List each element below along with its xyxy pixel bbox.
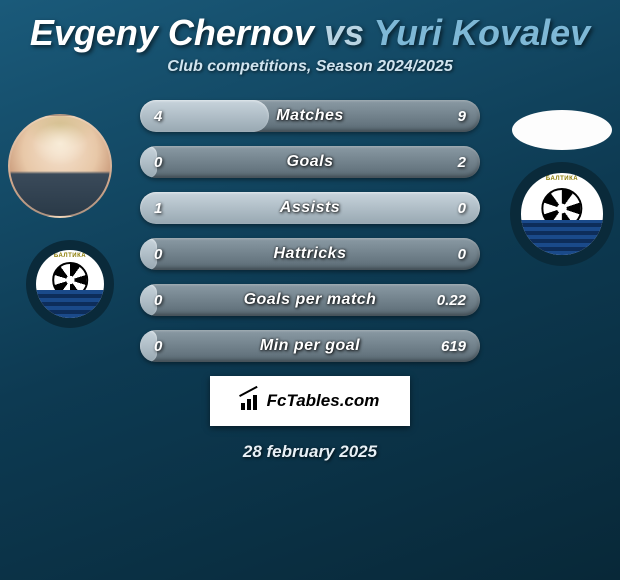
club-badge-text: БАЛТИКА bbox=[36, 253, 105, 259]
player1-photo bbox=[8, 114, 112, 218]
club-badge-text: БАЛТИКА bbox=[521, 176, 602, 182]
player1-name: Evgeny Chernov bbox=[30, 12, 314, 53]
subtitle: Club competitions, Season 2024/2025 bbox=[0, 58, 620, 76]
stat-bar: 00.22Goals per match bbox=[140, 284, 480, 316]
stat-bar: 10Assists bbox=[140, 192, 480, 224]
stat-label: Goals per match bbox=[140, 284, 480, 316]
stat-bar: 0619Min per goal bbox=[140, 330, 480, 362]
comparison-title: Evgeny Chernov vs Yuri Kovalev bbox=[0, 0, 620, 58]
stat-label: Min per goal bbox=[140, 330, 480, 362]
stat-label: Goals bbox=[140, 146, 480, 178]
stat-bar: 02Goals bbox=[140, 146, 480, 178]
stat-label: Matches bbox=[140, 100, 480, 132]
stat-bar: 49Matches bbox=[140, 100, 480, 132]
brand-text: FcTables.com bbox=[267, 391, 380, 411]
stat-bar: 00Hattricks bbox=[140, 238, 480, 270]
player2-name: Yuri Kovalev bbox=[373, 12, 590, 53]
club-badge-icon: БАЛТИКА bbox=[521, 173, 602, 254]
brand-panel: FcTables.com bbox=[210, 376, 410, 426]
vs-text: vs bbox=[324, 12, 364, 53]
player2-photo-placeholder bbox=[512, 110, 612, 150]
player2-club-badge: БАЛТИКА bbox=[510, 162, 614, 266]
content-area: БАЛТИКА БАЛТИКА 49Matches 02Goals 10Assist… bbox=[0, 100, 620, 462]
chart-icon bbox=[241, 392, 263, 410]
stat-label: Hattricks bbox=[140, 238, 480, 270]
player1-club-badge: БАЛТИКА bbox=[26, 240, 114, 328]
club-badge-icon: БАЛТИКА bbox=[36, 250, 105, 319]
date-text: 28 february 2025 bbox=[20, 442, 600, 462]
stat-label: Assists bbox=[140, 192, 480, 224]
brand-logo: FcTables.com bbox=[241, 391, 380, 411]
stat-bars: 49Matches 02Goals 10Assists 00Hattricks 00.2… bbox=[140, 100, 480, 362]
